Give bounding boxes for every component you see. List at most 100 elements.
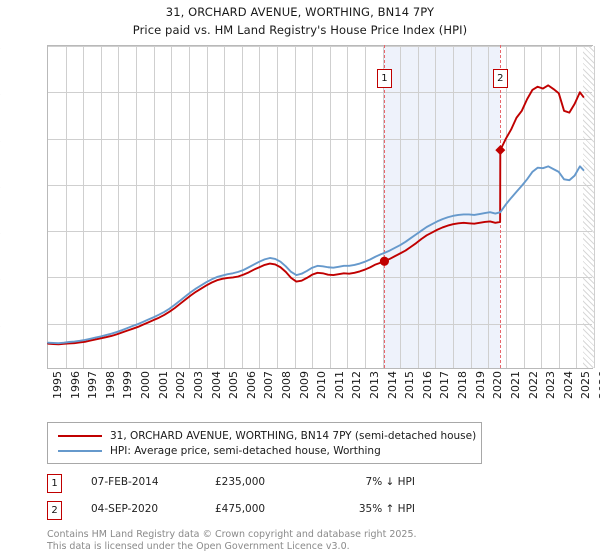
x-axis-tick-label: 1998 (103, 371, 117, 399)
x-axis-tick-label: 2012 (350, 371, 364, 399)
table-row[interactable]: 2 04-SEP-2020 £475,000 35% ↑ HPI (47, 499, 497, 526)
callout-badge-1[interactable]: 1 (376, 69, 392, 88)
transaction-date-2: 04-SEP-2020 (91, 503, 159, 515)
grid-line-vertical (435, 46, 437, 368)
x-axis-tick-label: 2006 (244, 371, 258, 399)
x-axis-labels: 1995 1996 1997 1998 1999 2000 2001 2002 2003 2004… (47, 371, 600, 413)
footer-line-1: Contains HM Land Registry data © Crown c… (47, 529, 417, 540)
grid-line-vertical (523, 46, 525, 368)
grid-line-vertical (470, 46, 472, 368)
grid-line-vertical (294, 46, 296, 368)
marker-line-1 (384, 45, 386, 368)
page-subtitle: Price paid vs. HM Land Registry's House … (132, 23, 468, 37)
grid-line-vertical (259, 46, 261, 368)
x-axis-tick-label: 2007 (262, 371, 276, 399)
series-line (47, 84, 585, 346)
x-axis-tick-label: 2001 (156, 371, 170, 399)
x-axis-tick-label: 2020 (491, 371, 505, 399)
copyright-footer: Contains HM Land Registry data © Crown c… (47, 529, 587, 552)
grid-line-vertical (505, 46, 507, 368)
grid-line-vertical (329, 46, 331, 368)
chart-title-block: 31, ORCHARD AVENUE, WORTHING, BN14 7PY P… (0, 0, 600, 37)
chart-legend: 31, ORCHARD AVENUE, WORTHING, BN14 7PY (… (47, 422, 482, 464)
x-axis-tick-label: 2014 (385, 371, 399, 399)
x-axis-tick-label: 2022 (526, 371, 540, 399)
grid-line-vertical (171, 46, 173, 368)
grid-line-vertical (576, 46, 578, 368)
transaction-point-marker-2 (495, 145, 506, 156)
legend-entry: HPI: Average price, semi-detached house,… (54, 443, 475, 458)
transaction-badge-2: 2 (47, 501, 62, 520)
grid-line-horizontal (48, 92, 592, 94)
x-axis-tick-label: 2011 (332, 371, 346, 399)
legend-label-price-paid: 31, ORCHARD AVENUE, WORTHING, BN14 7PY (… (110, 429, 477, 442)
x-axis-tick-label: 2016 (420, 371, 434, 399)
x-axis-tick-label: 2010 (315, 371, 329, 399)
x-axis-tick-label: 2021 (508, 371, 522, 399)
grid-line-vertical (382, 46, 384, 368)
hatched-future-region (583, 46, 594, 368)
transaction-date-1: 07-FEB-2014 (91, 476, 159, 488)
grid-line-vertical (276, 46, 278, 368)
table-row[interactable]: 1 07-FEB-2014 £235,000 7% ↓ HPI (47, 472, 497, 499)
x-axis-tick-label: 2002 (174, 371, 188, 399)
transaction-price-1: £235,000 (215, 476, 266, 488)
grid-line-vertical (65, 46, 67, 368)
x-axis-tick-label: 2024 (561, 371, 575, 399)
grid-line-horizontal (48, 46, 592, 47)
highlight-band (384, 46, 501, 368)
transaction-hpi-delta-2: 35% ↑ HPI (358, 503, 415, 515)
grid-line-vertical (558, 46, 560, 368)
series-line (47, 165, 585, 345)
x-axis-tick-label: 2025 (579, 371, 593, 399)
x-axis-tick-label: 2008 (279, 371, 293, 399)
x-axis-tick-label: 2019 (473, 371, 487, 399)
legend-swatch-price-paid (58, 434, 102, 437)
grid-line-vertical (224, 46, 226, 368)
grid-line-vertical (188, 46, 190, 368)
grid-line-horizontal (48, 184, 592, 186)
x-axis-tick-label: 1996 (68, 371, 82, 399)
grid-line-vertical (347, 46, 349, 368)
grid-line-vertical (206, 46, 208, 368)
x-axis-tick-label: 1999 (121, 371, 135, 399)
grid-line-vertical (400, 46, 402, 368)
grid-line-vertical (241, 46, 243, 368)
x-axis-tick-label: 2017 (438, 371, 452, 399)
legend-entry: 31, ORCHARD AVENUE, WORTHING, BN14 7PY (… (54, 428, 477, 443)
x-axis-tick-label: 2018 (456, 371, 470, 399)
x-axis-tick-label: 1995 (51, 371, 64, 399)
x-axis-tick-label: 2005 (227, 371, 241, 399)
grid-line-vertical (541, 46, 543, 368)
transaction-price-2: £475,000 (215, 503, 266, 515)
x-axis-tick-label: 2013 (368, 371, 382, 399)
x-axis-tick-label: 1997 (86, 371, 100, 399)
x-axis-tick-label: 2000 (139, 371, 153, 399)
grid-line-vertical (312, 46, 314, 368)
grid-line-vertical (118, 46, 120, 368)
grid-line-vertical (453, 46, 455, 368)
series-lines (47, 84, 585, 346)
grid-line-vertical (100, 46, 102, 368)
x-axis-tick-label: 2003 (191, 371, 205, 399)
grid-line-vertical (153, 46, 155, 368)
x-axis-tick-label: 2015 (403, 371, 417, 399)
grid-line-horizontal (48, 323, 592, 325)
plot-frame (47, 45, 595, 369)
legend-label-hpi: HPI: Average price, semi-detached house,… (110, 444, 381, 457)
transaction-hpi-delta-1: 7% ↓ HPI (365, 476, 415, 488)
grid-line-horizontal (48, 231, 592, 233)
grid-line-vertical (488, 46, 490, 368)
grid-line-vertical (417, 46, 419, 368)
grid-line-vertical (83, 46, 85, 368)
footer-line-2: This data is licensed under the Open Gov… (47, 540, 350, 552)
callout-badge-2[interactable]: 2 (492, 69, 508, 88)
x-axis-tick-label: 2023 (544, 371, 558, 399)
transaction-badge-1: 1 (47, 474, 62, 493)
page-title: 31, ORCHARD AVENUE, WORTHING, BN14 7PY (165, 5, 435, 19)
grid-line-vertical (365, 46, 367, 368)
transactions-table: 1 07-FEB-2014 £235,000 7% ↓ HPI 2 04-SEP… (47, 472, 497, 526)
x-axis-tick-label: 2004 (209, 371, 223, 399)
transaction-point-marker-1 (379, 256, 390, 266)
